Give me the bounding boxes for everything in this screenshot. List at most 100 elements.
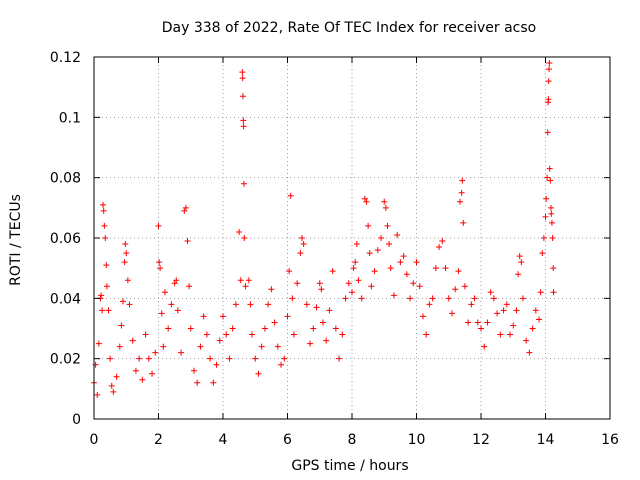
data-point (381, 198, 388, 205)
data-point (145, 355, 152, 362)
data-point (550, 265, 557, 272)
data-point (519, 295, 526, 302)
data-point (457, 198, 464, 205)
data-point (510, 322, 517, 329)
data-point (190, 367, 197, 374)
data-point (378, 235, 385, 241)
data-points (91, 60, 557, 398)
data-point (365, 222, 372, 229)
data-point (478, 325, 484, 332)
data-point (232, 301, 239, 308)
data-point (103, 262, 110, 269)
data-point (460, 219, 467, 226)
data-point (229, 325, 236, 332)
data-point (445, 295, 452, 302)
data-point (255, 370, 262, 377)
data-point (459, 177, 466, 184)
chart-title: Day 338 of 2022, Rate Of TEC Index for r… (162, 20, 537, 36)
data-point (407, 295, 414, 302)
data-point (442, 265, 449, 272)
data-point (213, 361, 220, 368)
data-point (139, 376, 146, 383)
data-point (481, 343, 488, 350)
data-point (458, 189, 465, 196)
data-point (518, 259, 525, 266)
data-point (526, 349, 533, 356)
data-point (516, 253, 523, 260)
data-point (384, 222, 391, 229)
x-tick-label: 6 (283, 432, 292, 448)
data-point (471, 295, 478, 302)
data-point (239, 69, 246, 76)
data-point (400, 253, 407, 260)
data-point (542, 213, 549, 220)
data-point (278, 361, 285, 368)
data-point (494, 310, 501, 317)
data-point (242, 283, 249, 290)
data-point (165, 325, 172, 332)
data-point (149, 370, 156, 377)
data-point (329, 268, 336, 275)
data-point (366, 250, 373, 257)
data-point (546, 60, 553, 67)
data-point (142, 331, 149, 338)
data-point (465, 319, 472, 326)
x-tick-label: 8 (348, 432, 357, 448)
data-point (258, 343, 265, 350)
y-tick-label: 0 (72, 412, 81, 428)
data-point (368, 283, 375, 290)
data-point (323, 337, 330, 344)
data-point (203, 331, 210, 338)
data-point (247, 301, 254, 308)
data-point (95, 340, 102, 347)
data-point (268, 286, 275, 293)
data-point (240, 180, 247, 187)
data-point (547, 177, 554, 184)
data-point (349, 289, 355, 296)
data-point (548, 219, 555, 226)
data-point (105, 307, 112, 314)
data-point (156, 259, 163, 266)
data-point (122, 241, 129, 248)
data-point (515, 271, 522, 278)
data-point (200, 313, 207, 320)
grid (94, 57, 610, 419)
data-point (290, 331, 297, 338)
data-point (102, 235, 109, 241)
data-point (461, 283, 468, 290)
data-point (194, 379, 201, 386)
data-point (436, 244, 443, 251)
data-point (220, 313, 226, 320)
data-point (236, 228, 243, 235)
data-point (124, 277, 131, 284)
data-point (94, 391, 101, 398)
data-point (120, 298, 127, 305)
data-point (484, 319, 491, 326)
data-point (108, 382, 115, 389)
data-point (497, 331, 504, 338)
data-point (121, 259, 128, 266)
data-point (339, 331, 346, 338)
data-point (423, 331, 430, 338)
data-point (313, 304, 320, 311)
data-point (548, 210, 555, 217)
data-point (413, 259, 420, 266)
x-tick-label: 10 (408, 432, 426, 448)
data-point (287, 192, 294, 199)
data-point (546, 165, 553, 172)
data-point (342, 295, 349, 302)
data-point (284, 313, 291, 320)
x-tick-label: 16 (601, 432, 619, 448)
data-point (316, 280, 323, 287)
data-point (181, 207, 188, 214)
data-point (429, 295, 436, 302)
data-point (374, 247, 381, 254)
data-point (350, 265, 357, 272)
data-point (319, 319, 326, 326)
data-point (352, 259, 359, 266)
data-point (173, 277, 180, 284)
data-point (98, 292, 105, 299)
data-point (289, 295, 296, 302)
data-point (523, 337, 530, 344)
data-point (363, 198, 370, 205)
